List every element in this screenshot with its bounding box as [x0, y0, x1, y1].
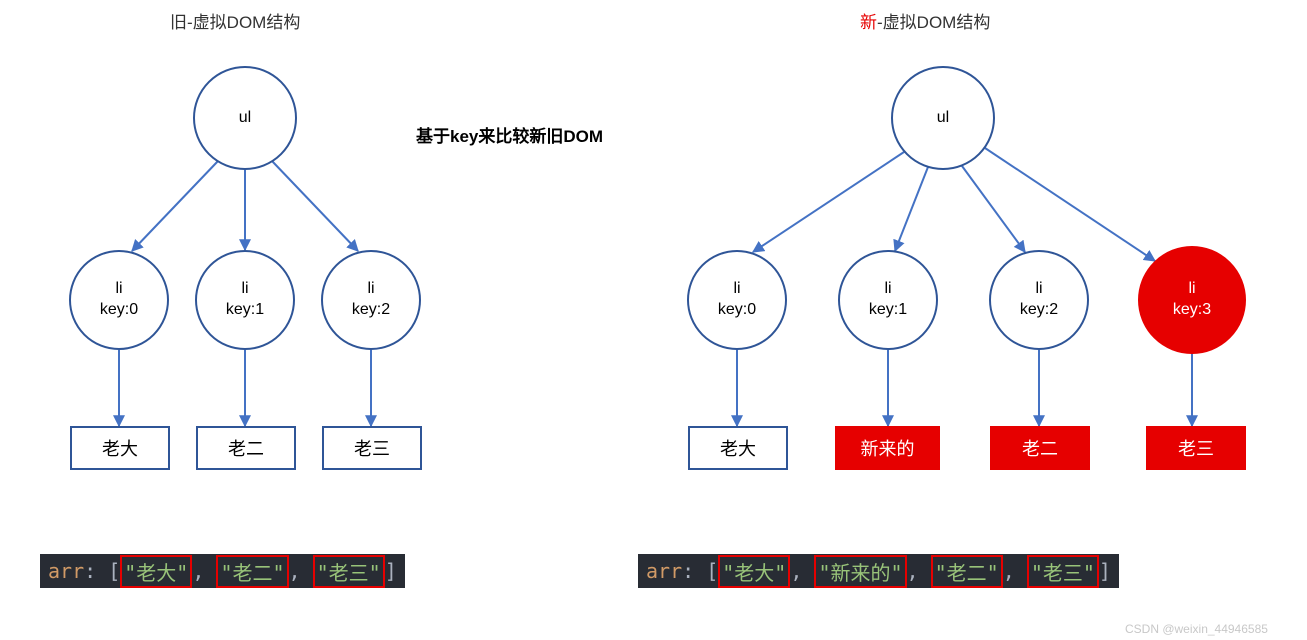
right-title-prefix: 新	[860, 13, 877, 32]
right-code-item-1-text: "新来的"	[818, 557, 902, 586]
left-code: arr: ["老大", "老二", "老三"]	[40, 554, 405, 588]
left-code-comma-1: ,	[289, 559, 313, 583]
right-child-2-line1: li	[1035, 279, 1042, 300]
right-child-1-line2: key:1	[869, 300, 907, 321]
right-child-1: likey:1	[838, 250, 938, 350]
left-code-item-0: "老大"	[120, 555, 192, 588]
watermark: CSDN @weixin_44946585	[1125, 622, 1268, 636]
left-child-0-line2: key:0	[100, 300, 138, 321]
left-code-item-0-text: "老大"	[124, 557, 188, 586]
left-child-0-line1: li	[115, 279, 122, 300]
right-child-2-line2: key:2	[1020, 300, 1058, 321]
right-code-item-3: "老三"	[1027, 555, 1099, 588]
left-child-2: likey:2	[321, 250, 421, 350]
left-leaf-1-label: 老二	[228, 435, 264, 461]
left-title: 旧-虚拟DOM结构	[170, 8, 300, 33]
right-code: arr: ["老大", "新来的", "老二", "老三"]	[638, 554, 1119, 588]
right-leaf-2: 老二	[990, 426, 1090, 470]
left-child-2-line2: key:2	[352, 300, 390, 321]
left-title-prefix: 旧	[170, 13, 187, 32]
right-code-item-0-text: "老大"	[722, 557, 786, 586]
left-root-label: ul	[239, 108, 251, 129]
right-code-item-0: "老大"	[718, 555, 790, 588]
left-code-item-1-text: "老二"	[220, 557, 284, 586]
left-leaf-0: 老大	[70, 426, 170, 470]
left-root: ul	[193, 66, 297, 170]
left-code-key: arr	[48, 559, 84, 583]
right-leaf-1: 新来的	[835, 426, 940, 470]
left-code-item-2-text: "老三"	[317, 557, 381, 586]
left-child-1-line2: key:1	[226, 300, 264, 321]
left-leaf-1: 老二	[196, 426, 296, 470]
right-leaf-3: 老三	[1146, 426, 1246, 470]
right-title-suffix: -虚拟DOM结构	[877, 13, 990, 32]
left-code-comma-0: ,	[192, 559, 216, 583]
left-leaf-2-label: 老三	[354, 435, 390, 461]
right-child-3-line2: key:3	[1173, 300, 1211, 321]
right-child-1-line1: li	[884, 279, 891, 300]
left-title-suffix: -虚拟DOM结构	[187, 13, 300, 32]
right-code-item-3-text: "老三"	[1031, 557, 1095, 586]
right-child-3-line1: li	[1188, 279, 1195, 300]
left-child-2-line1: li	[367, 279, 374, 300]
right-leaf-1-label: 新来的	[861, 435, 915, 461]
right-root-label: ul	[937, 108, 949, 129]
left-child-0: likey:0	[69, 250, 169, 350]
right-leaf-2-label: 老二	[1022, 435, 1058, 461]
right-code-comma-2: ,	[1003, 559, 1027, 583]
right-code-close: ]	[1099, 559, 1111, 583]
right-leaf-0-label: 老大	[720, 435, 756, 461]
right-code-comma-0: ,	[790, 559, 814, 583]
right-code-item-2: "老二"	[931, 555, 1003, 588]
right-leaf-3-label: 老三	[1178, 435, 1214, 461]
right-child-0-line1: li	[733, 279, 740, 300]
right-code-item-1: "新来的"	[814, 555, 906, 588]
right-title: 新-虚拟DOM结构	[860, 8, 990, 33]
right-child-3: likey:3	[1138, 246, 1246, 354]
left-child-1-line1: li	[241, 279, 248, 300]
left-code-open: : [	[84, 559, 120, 583]
right-child-0-line2: key:0	[718, 300, 756, 321]
left-leaf-0-label: 老大	[102, 435, 138, 461]
left-leaf-2: 老三	[322, 426, 422, 470]
left-code-item-2: "老三"	[313, 555, 385, 588]
right-code-item-2-text: "老二"	[935, 557, 999, 586]
left-child-1: likey:1	[195, 250, 295, 350]
right-code-open: : [	[682, 559, 718, 583]
right-leaf-0: 老大	[688, 426, 788, 470]
right-child-0: likey:0	[687, 250, 787, 350]
right-child-2: likey:2	[989, 250, 1089, 350]
left-code-close: ]	[385, 559, 397, 583]
edges-layer	[0, 0, 1307, 640]
center-caption: 基于key来比较新旧DOM	[416, 122, 603, 147]
right-code-comma-1: ,	[907, 559, 931, 583]
left-code-item-1: "老二"	[216, 555, 288, 588]
right-root: ul	[891, 66, 995, 170]
right-code-key: arr	[646, 559, 682, 583]
